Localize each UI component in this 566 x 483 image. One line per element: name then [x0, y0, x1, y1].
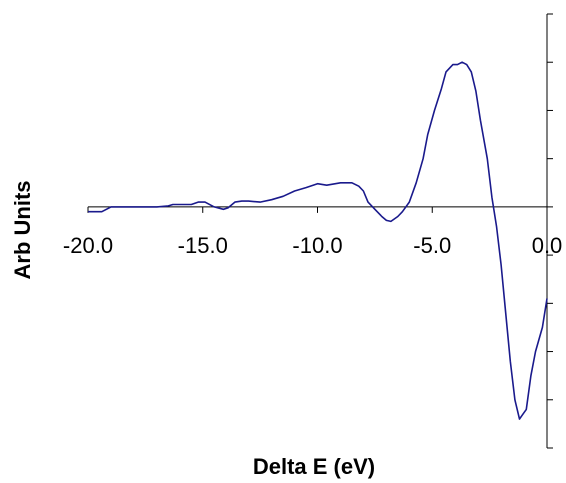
y-axis-title: Arb Units	[10, 181, 35, 280]
x-tick-label: -20.0	[63, 233, 113, 258]
x-tick-label: -10.0	[292, 233, 342, 258]
axes	[88, 14, 548, 448]
x-tick-label: -5.0	[413, 233, 451, 258]
x-axis-title: Delta E (eV)	[253, 454, 375, 479]
tick-marks	[87, 13, 553, 449]
x-tick-label: 0.0	[532, 233, 563, 258]
series-line	[88, 61, 548, 420]
x-tick-label: -15.0	[178, 233, 228, 258]
x-tick-labels: -20.0 -15.0 -10.0 -5.0 0.0	[63, 233, 562, 258]
